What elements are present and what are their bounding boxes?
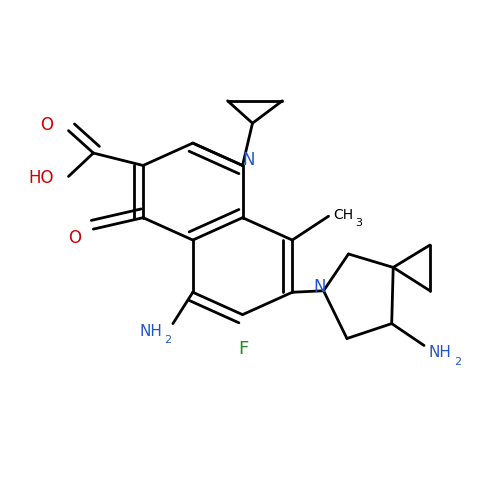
Text: 2: 2 [454, 357, 462, 367]
Text: F: F [238, 340, 248, 358]
Text: NH: NH [428, 346, 452, 360]
Text: N: N [314, 278, 326, 296]
Text: NH: NH [139, 324, 162, 339]
Text: 2: 2 [164, 336, 172, 345]
Text: O: O [40, 116, 52, 134]
Text: HO: HO [28, 169, 54, 187]
Text: 3: 3 [356, 218, 362, 228]
Text: N: N [242, 150, 255, 168]
Text: O: O [68, 228, 82, 246]
Text: CH: CH [334, 208, 353, 222]
